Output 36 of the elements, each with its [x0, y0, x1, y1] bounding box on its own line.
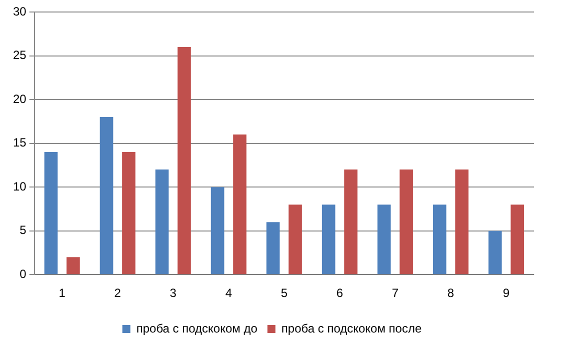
x-tick-label: 1 — [58, 286, 66, 300]
bar — [266, 222, 280, 274]
bar — [66, 257, 80, 274]
bar — [322, 204, 336, 274]
x-tick-label: 4 — [225, 286, 232, 300]
bar — [432, 204, 446, 274]
x-tick-label: 3 — [170, 286, 177, 300]
y-tick-label: 0 — [20, 266, 27, 281]
bar — [344, 170, 358, 274]
y-tick-label: 15 — [12, 136, 27, 150]
x-tick-label: 6 — [336, 286, 344, 300]
y-tick-label: 5 — [20, 223, 27, 238]
bar — [288, 204, 302, 274]
bar — [233, 134, 246, 274]
bar — [44, 152, 58, 274]
bar — [400, 170, 413, 274]
y-tick-label: 20 — [12, 92, 27, 106]
x-tick-label: 7 — [392, 286, 399, 300]
y-tick-label: 10 — [12, 179, 27, 194]
y-tick-label: 25 — [12, 48, 27, 62]
bar — [100, 117, 114, 274]
legend-label: проба с подскоком до — [136, 321, 258, 336]
bar — [178, 47, 191, 274]
bar — [210, 187, 224, 274]
y-tick-label: 30 — [12, 4, 27, 18]
legend-label: проба с подскоком после — [281, 321, 422, 336]
x-tick-label: 9 — [502, 286, 510, 300]
bar — [455, 170, 468, 274]
bar — [488, 230, 502, 274]
bar — [155, 170, 169, 274]
bar — [377, 204, 391, 274]
x-tick-label: 5 — [280, 286, 288, 300]
x-tick-label: 8 — [447, 286, 454, 300]
bar — [510, 204, 524, 274]
x-tick-label: 2 — [114, 286, 122, 300]
bar — [122, 152, 136, 274]
